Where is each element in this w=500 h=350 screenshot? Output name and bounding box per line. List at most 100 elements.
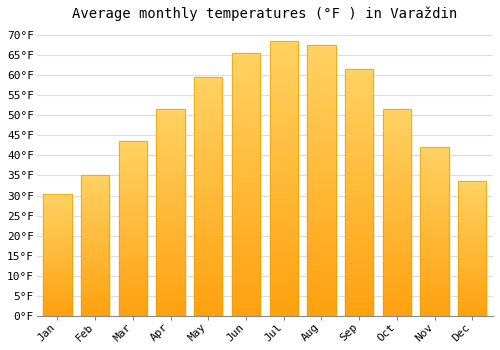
Bar <box>345 133 374 136</box>
Bar <box>232 184 260 187</box>
Bar <box>270 57 298 60</box>
Bar <box>194 247 222 249</box>
Bar <box>118 178 147 180</box>
Bar <box>44 305 72 306</box>
Bar <box>81 215 110 216</box>
Bar <box>382 287 411 289</box>
Bar <box>382 250 411 252</box>
Bar <box>308 289 336 292</box>
Bar <box>81 256 110 257</box>
Bar <box>156 219 184 221</box>
Bar <box>118 248 147 250</box>
Bar <box>382 266 411 268</box>
Bar <box>81 298 110 299</box>
Bar <box>382 275 411 277</box>
Bar <box>44 293 72 294</box>
Bar <box>345 74 374 76</box>
Bar <box>345 301 374 304</box>
Bar <box>194 113 222 115</box>
Bar <box>81 223 110 225</box>
Bar <box>232 232 260 234</box>
Bar <box>420 191 448 193</box>
Bar <box>232 221 260 224</box>
Bar <box>156 150 184 153</box>
Bar <box>118 176 147 178</box>
Bar <box>118 251 147 253</box>
Bar <box>345 126 374 128</box>
Bar <box>270 291 298 294</box>
Bar <box>458 278 486 280</box>
Bar <box>232 142 260 145</box>
Bar <box>458 300 486 301</box>
Bar <box>194 213 222 216</box>
Bar <box>382 198 411 200</box>
Bar <box>420 176 448 178</box>
Bar <box>458 235 486 237</box>
Bar <box>44 278 72 279</box>
Bar <box>382 209 411 211</box>
Bar <box>44 290 72 292</box>
Bar <box>308 164 336 167</box>
Bar <box>118 304 147 306</box>
Bar <box>118 237 147 239</box>
Bar <box>232 245 260 248</box>
Bar <box>194 189 222 192</box>
Bar <box>308 140 336 142</box>
Bar <box>232 314 260 316</box>
Bar <box>382 279 411 281</box>
Bar <box>345 160 374 163</box>
Bar <box>194 158 222 161</box>
Bar <box>345 259 374 262</box>
Bar <box>382 130 411 132</box>
Bar <box>232 169 260 172</box>
Bar <box>156 298 184 300</box>
Bar <box>458 187 486 188</box>
Bar <box>308 88 336 91</box>
Bar <box>232 53 260 316</box>
Bar <box>156 300 184 302</box>
Bar <box>420 152 448 154</box>
Bar <box>308 194 336 197</box>
Bar <box>382 144 411 146</box>
Bar <box>270 223 298 225</box>
Bar <box>458 250 486 252</box>
Bar <box>270 300 298 302</box>
Bar <box>44 194 72 195</box>
Bar <box>382 223 411 225</box>
Bar <box>382 246 411 248</box>
Bar <box>44 257 72 259</box>
Bar <box>270 189 298 192</box>
Bar <box>118 210 147 211</box>
Bar <box>308 56 336 58</box>
Bar <box>382 273 411 275</box>
Bar <box>420 245 448 247</box>
Bar <box>458 309 486 311</box>
Bar <box>382 256 411 258</box>
Bar <box>118 250 147 251</box>
Bar <box>382 281 411 283</box>
Bar <box>345 257 374 259</box>
Bar <box>156 140 184 142</box>
Bar <box>382 150 411 153</box>
Bar <box>232 269 260 271</box>
Bar <box>270 245 298 247</box>
Bar <box>118 173 147 175</box>
Bar <box>345 178 374 180</box>
Bar <box>156 215 184 217</box>
Bar <box>458 188 486 190</box>
Bar <box>81 268 110 270</box>
Bar <box>420 240 448 242</box>
Bar <box>270 107 298 110</box>
Bar <box>458 202 486 203</box>
Bar <box>420 308 448 309</box>
Bar <box>458 223 486 225</box>
Bar <box>118 183 147 185</box>
Bar <box>308 159 336 161</box>
Bar <box>345 71 374 74</box>
Bar <box>194 77 222 79</box>
Bar <box>345 123 374 126</box>
Bar <box>270 253 298 256</box>
Bar <box>118 307 147 309</box>
Bar <box>232 121 260 124</box>
Bar <box>270 41 298 316</box>
